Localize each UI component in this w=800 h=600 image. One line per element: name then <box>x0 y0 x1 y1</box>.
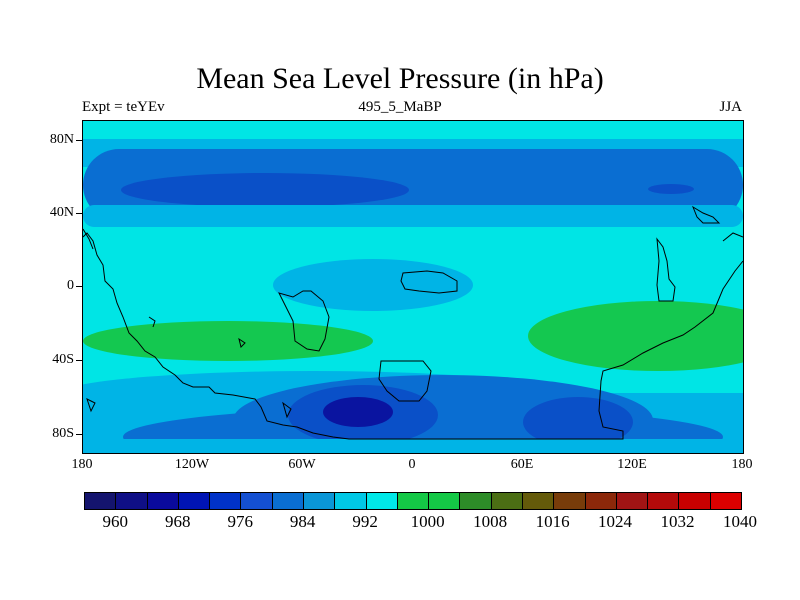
low-north-pacific <box>648 184 694 194</box>
colorbar-box <box>241 493 273 509</box>
colorbar-box <box>397 493 430 509</box>
lon-label-60e: 60E <box>510 457 534 472</box>
lat-tick <box>76 140 82 141</box>
colorbar-label: 1016 <box>535 512 570 531</box>
lon-label-0: 0 <box>408 457 416 472</box>
lon-label-180w: 180 <box>71 457 93 472</box>
colorbar-box <box>585 493 617 509</box>
high-south-indian <box>528 301 743 371</box>
lon-label-60w: 60W <box>288 457 316 472</box>
colorbar-box <box>616 493 649 509</box>
colorbar-label: 960 <box>102 512 128 531</box>
band-polar-north <box>83 121 743 139</box>
lat-label-80n: 80N <box>49 132 74 147</box>
colorbar-box <box>147 493 179 509</box>
band-north-fringe <box>83 205 743 227</box>
lat-tick <box>76 434 82 435</box>
colorbar-label: 1024 <box>598 512 633 531</box>
lat-label-40n: 40N <box>49 205 74 220</box>
colorbar-box <box>366 493 398 509</box>
colorbar-box <box>116 493 148 509</box>
colorbar-box <box>335 493 367 509</box>
period-label: 495_5_MaBP <box>358 99 442 115</box>
equatorial-light-region <box>273 259 473 311</box>
colorbar-label: 1032 <box>660 512 695 531</box>
lat-tick <box>76 286 82 287</box>
lon-label-120w: 120W <box>174 457 210 472</box>
colorbar-box <box>460 493 492 509</box>
pressure-map <box>82 120 744 454</box>
coastlines <box>83 205 743 440</box>
colorbar-box <box>272 493 304 509</box>
colorbar-label: 992 <box>352 512 378 531</box>
high-south-atlantic <box>83 321 373 361</box>
low-north-atlantic <box>121 173 409 207</box>
colorbar-box <box>178 493 211 509</box>
colorbar-box <box>210 493 242 509</box>
deep-low-south-atlantic <box>323 397 393 427</box>
lat-label-40s: 40S <box>52 352 74 367</box>
lat-tick <box>76 360 82 361</box>
colorbar-box <box>303 493 336 509</box>
lat-label-80s: 80S <box>52 426 74 441</box>
colorbar-box <box>679 493 711 509</box>
map-title: Mean Sea Level Pressure (in hPa) <box>196 62 604 95</box>
colorbar <box>84 492 742 510</box>
colorbar-label: 976 <box>227 512 253 531</box>
lon-label-180e: 180 <box>731 457 753 472</box>
colorbar-label: 1000 <box>410 512 445 531</box>
season-label: JJA <box>719 99 742 115</box>
colorbar-label: 968 <box>164 512 191 531</box>
colorbar-box <box>554 493 586 509</box>
lat-tick <box>76 213 82 214</box>
colorbar-label: 1008 <box>473 512 508 531</box>
lat-label-0: 0 <box>67 278 74 293</box>
experiment-label: Expt = teYEv <box>82 99 165 115</box>
colorbar-box <box>648 493 680 509</box>
colorbar-box <box>429 493 461 509</box>
colorbar-label: 1040 <box>723 512 757 531</box>
colorbar-box <box>85 493 117 509</box>
colorbar-box <box>710 493 741 509</box>
colorbar-box <box>491 493 523 509</box>
band-polar-south <box>83 439 743 453</box>
colorbar-label: 984 <box>289 512 316 531</box>
colorbar-box <box>522 493 555 509</box>
lon-label-120e: 120E <box>617 457 647 472</box>
